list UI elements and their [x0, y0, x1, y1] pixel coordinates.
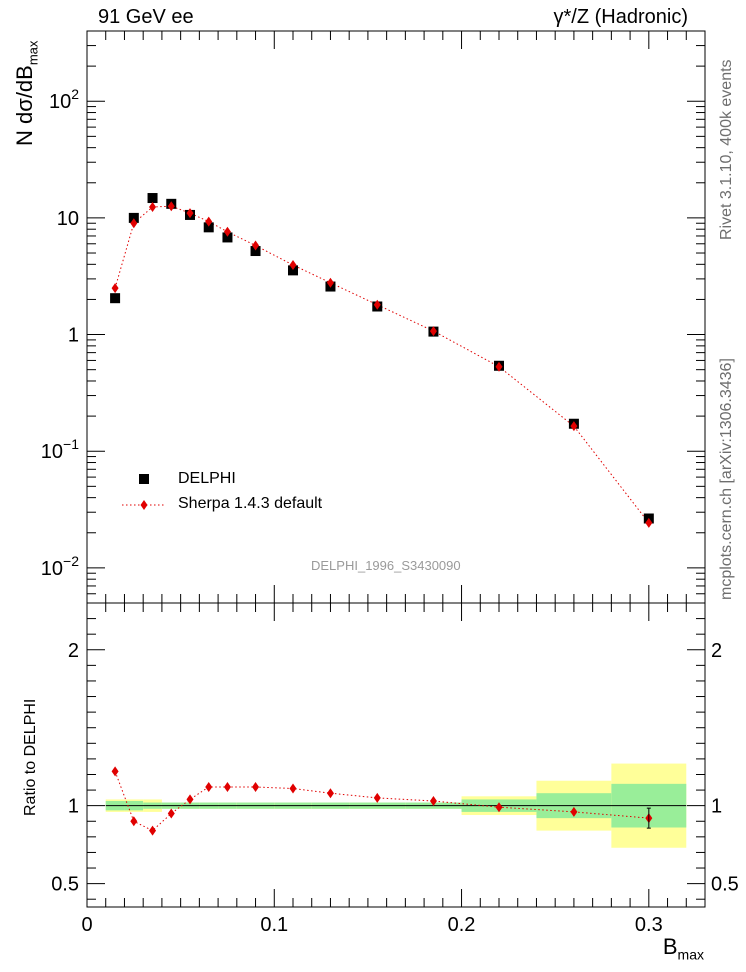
ratio-data-point — [186, 794, 194, 805]
x-axis-label: Bmax — [662, 934, 704, 963]
main-y-tick-label: 10−2 — [41, 553, 79, 580]
ratio-y-tick-label-left: 0.5 — [51, 874, 79, 896]
sherpa-data-point — [252, 240, 260, 251]
ratio-y-tick-label-right: 2 — [711, 640, 722, 662]
ratio-data-point — [205, 781, 213, 792]
delphi-data-point — [222, 232, 233, 243]
sherpa-data-point — [373, 299, 381, 310]
main-y-tick-label: 10−1 — [41, 436, 79, 463]
mcplots-credit-label: mcplots.cern.ch [arXiv:1306.3436] — [718, 358, 735, 600]
legend-marker-sherpa — [140, 500, 148, 510]
ratio-y-tick-label-right: 0.5 — [711, 874, 739, 896]
sherpa-data-point — [205, 216, 213, 227]
ratio-data-point — [429, 795, 437, 806]
ratio-data-point — [289, 783, 297, 794]
main-y-axis-label: N dσ/dBmax — [12, 40, 41, 146]
legend-label-delphi: DELPHI — [178, 470, 236, 487]
ratio-data-point — [373, 792, 381, 803]
sherpa-data-point — [167, 201, 175, 212]
sherpa-data-point — [326, 277, 334, 288]
ratio-data-point — [223, 781, 231, 792]
sherpa-data-point — [645, 517, 653, 528]
legend-marker-delphi — [139, 474, 149, 484]
main-y-tick-label: 10 — [57, 208, 79, 230]
delphi-data-point — [250, 246, 261, 257]
ratio-data-point — [495, 802, 503, 813]
sherpa-data-point — [149, 201, 157, 212]
ratio-y-tick-label-right: 1 — [711, 796, 722, 818]
rivet-version-label: Rivet 3.1.10, 400k events — [718, 59, 735, 240]
sherpa-data-point — [495, 361, 503, 372]
sherpa-data-point — [570, 421, 578, 432]
delphi-data-point — [288, 265, 298, 276]
process-type-title: γ*/Z (Hadronic) — [553, 6, 688, 28]
ratio-plot-frame — [86, 602, 706, 908]
analysis-watermark: DELPHI_1996_S3430090 — [311, 558, 461, 573]
main-y-tick-label: 1 — [68, 325, 79, 347]
sherpa-data-point — [111, 283, 119, 294]
ratio-y-tick-label-left: 2 — [68, 640, 79, 662]
ratio-data-point — [326, 788, 334, 799]
ratio-data-point — [252, 781, 260, 792]
process-energy-title: 91 GeV ee — [98, 6, 194, 28]
main-y-tick-label: 102 — [49, 86, 79, 113]
ratio-y-tick-label-left: 1 — [68, 796, 79, 818]
ratio-data-point — [130, 816, 138, 827]
sherpa-data-point — [429, 326, 437, 337]
ratio-data-point — [570, 806, 578, 817]
sherpa-data-point — [223, 226, 231, 237]
ratio-data-point — [149, 825, 157, 836]
x-tick-label: 0.2 — [448, 914, 476, 936]
legend-label-sherpa: Sherpa 1.4.3 default — [178, 495, 323, 512]
ratio-y-axis-label: Ratio to DELPHI — [22, 698, 39, 816]
delphi-data-point — [128, 212, 139, 223]
delphi-data-point — [203, 222, 214, 233]
delphi-data-point — [110, 293, 121, 304]
ratio-data-point — [111, 766, 119, 777]
sherpa-data-point — [186, 208, 194, 219]
x-tick-label: 0 — [81, 914, 92, 936]
x-tick-label: 0.3 — [635, 914, 663, 936]
main-plot-frame — [86, 30, 706, 604]
x-tick-label: 0.1 — [260, 914, 288, 936]
ratio-data-point — [167, 808, 175, 819]
delphi-data-point — [147, 193, 158, 204]
sherpa-data-point — [130, 218, 138, 229]
sherpa-data-point — [289, 259, 297, 270]
